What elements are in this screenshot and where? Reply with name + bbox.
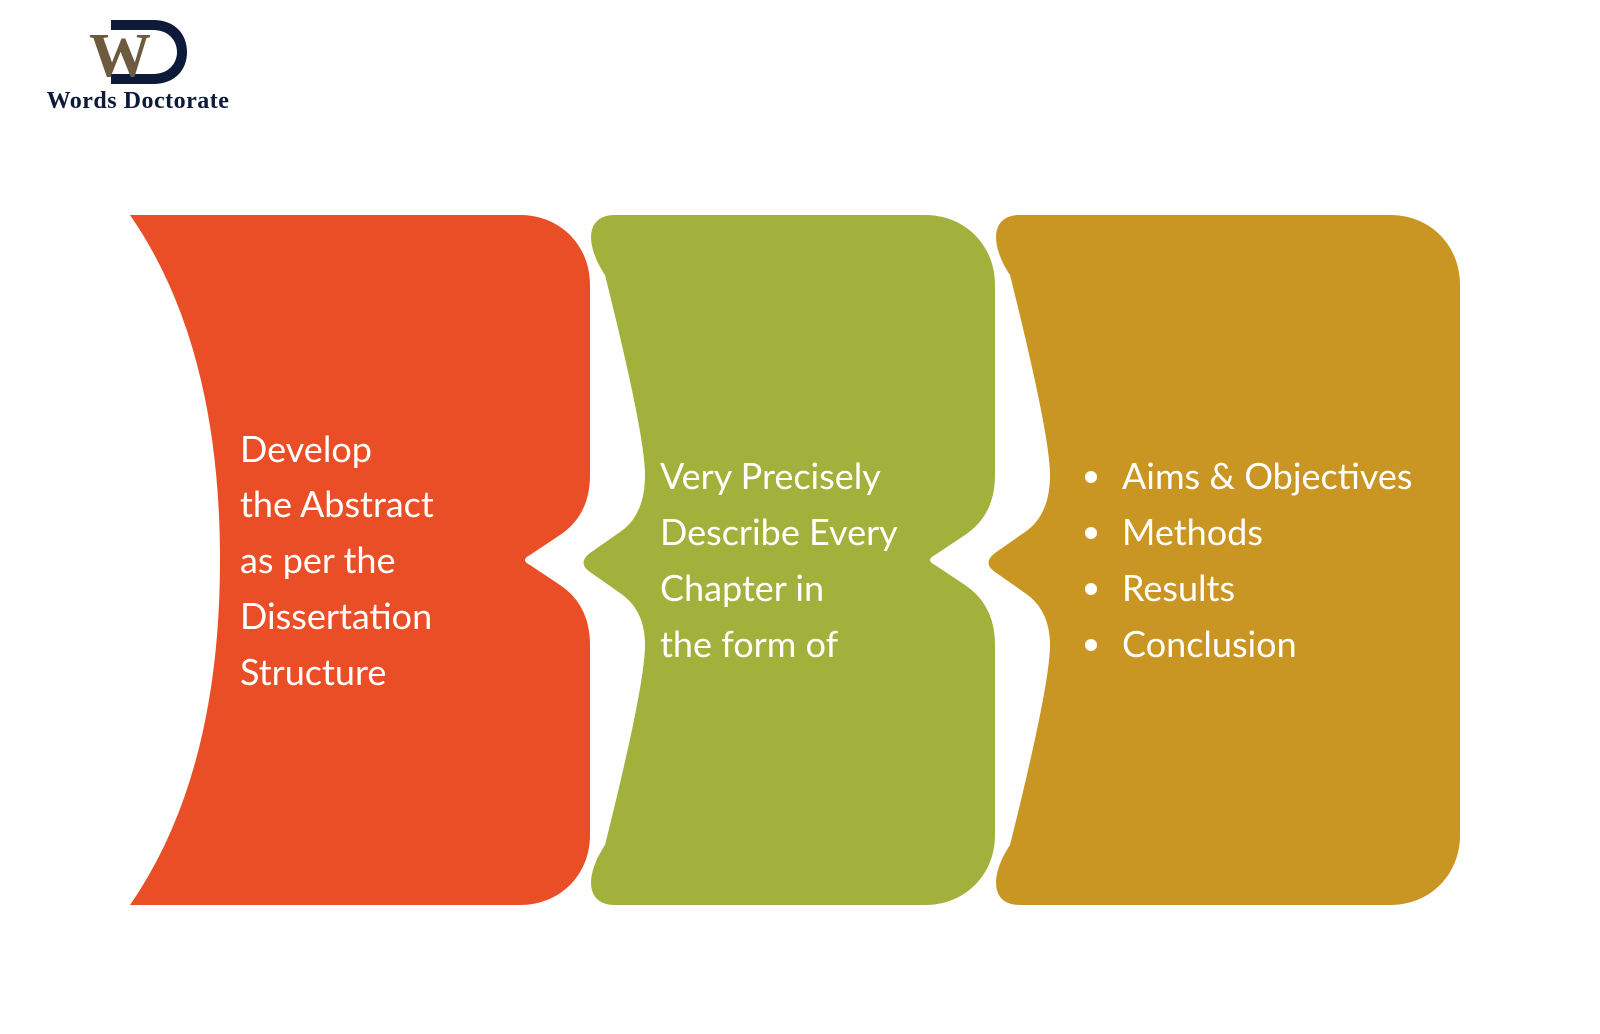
logo-icon: W [83,18,193,86]
logo: W Words Doctorate [38,18,238,115]
panel1-line4: Dissertation [240,588,560,644]
logo-text: Words Doctorate [38,88,238,115]
panel2-line4: the form of [660,616,980,672]
panel-develop-abstract: Develop the Abstract as per the Disserta… [130,215,590,905]
panel2-line2: Describe Every [660,504,980,560]
panel1-line5: Structure [240,644,560,700]
process-diagram: Develop the Abstract as per the Disserta… [130,215,1480,905]
panel2-line3: Chapter in [660,560,980,616]
panel1-line1: Develop [240,421,560,477]
bullet-methods: Methods [1116,504,1440,560]
svg-text:W: W [89,22,151,86]
bullet-results: Results [1116,560,1440,616]
bullet-aims: Aims & Objectives [1116,448,1440,504]
panel-describe-chapter: Very Precisely Describe Every Chapter in… [535,215,995,905]
panel1-line3: as per the [240,532,560,588]
bullet-conclusion: Conclusion [1116,616,1440,672]
panel2-line1: Very Precisely [660,448,980,504]
panel-bullet-list: Aims & Objectives Methods Results Conclu… [940,215,1460,905]
panel3-bullets: Aims & Objectives Methods Results Conclu… [1080,448,1440,671]
panel1-line2: the Abstract [240,476,560,532]
